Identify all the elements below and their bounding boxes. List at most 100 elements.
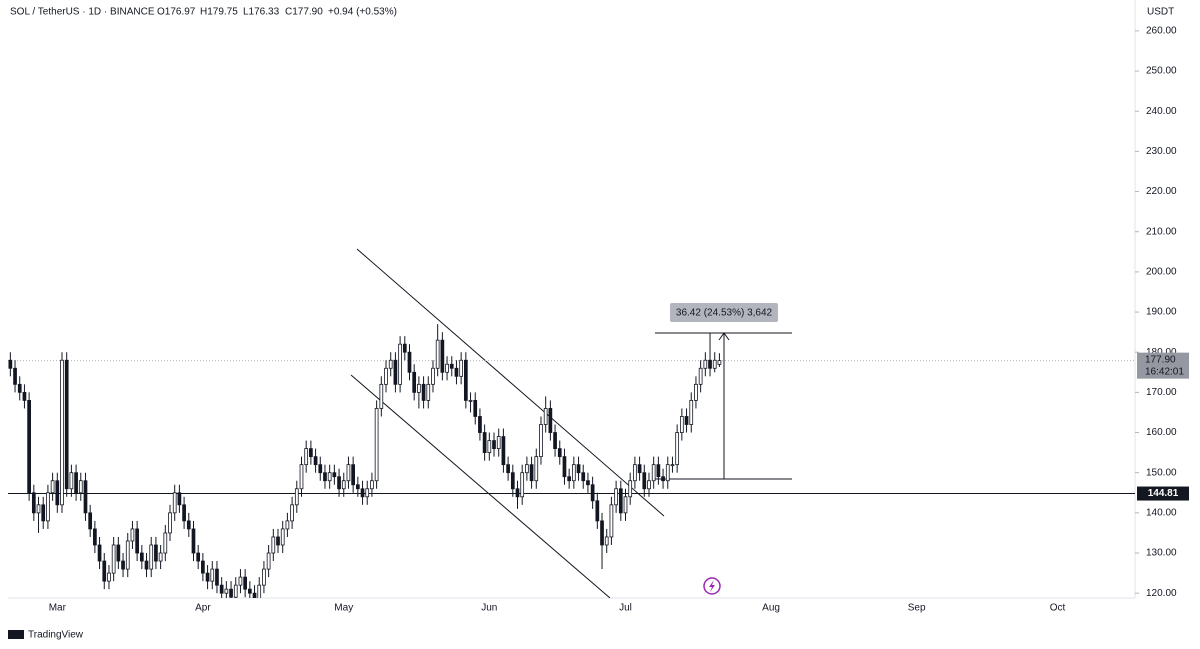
candle-body xyxy=(567,476,572,482)
candle-body xyxy=(41,504,46,522)
candle-body xyxy=(656,464,661,478)
candle-body xyxy=(8,359,13,369)
candle-body xyxy=(647,480,651,490)
candle-body xyxy=(417,383,421,393)
candle-body xyxy=(600,520,604,546)
candle-body xyxy=(83,480,88,514)
candle-body xyxy=(388,359,393,369)
level-label: 144.81 xyxy=(1148,488,1179,499)
candle-body xyxy=(712,359,717,369)
candle-body xyxy=(478,416,482,433)
candle-body xyxy=(55,480,60,506)
candle-body xyxy=(557,448,562,458)
candle-body xyxy=(604,536,609,546)
candle-body xyxy=(370,480,374,490)
candle-body xyxy=(384,367,388,385)
candle-body xyxy=(675,432,680,466)
candle-body xyxy=(309,448,313,458)
candle-body xyxy=(703,359,708,369)
x-tick-label: Jun xyxy=(481,603,497,614)
measure-box xyxy=(670,303,778,322)
channel-upper xyxy=(356,248,665,517)
candle-body xyxy=(571,464,576,482)
candle-body xyxy=(130,528,135,542)
candle-body xyxy=(172,492,177,514)
candle-body xyxy=(482,432,487,454)
candle-body xyxy=(365,488,370,498)
y-tick-label: 190.00 xyxy=(1146,307,1177,318)
candle-body xyxy=(121,560,125,570)
candle-body xyxy=(318,464,323,474)
candle-body xyxy=(445,363,449,373)
candle-body xyxy=(431,367,435,385)
y-tick-label: 170.00 xyxy=(1146,387,1177,398)
candle-body xyxy=(618,488,623,514)
candle-body xyxy=(313,456,318,466)
candle-body xyxy=(294,488,299,506)
candle-body xyxy=(252,592,257,598)
x-tick-label: May xyxy=(334,603,353,614)
x-tick-label: Mar xyxy=(49,603,67,614)
candle-body xyxy=(168,512,172,534)
candle-body xyxy=(205,572,210,582)
candle-body xyxy=(581,472,586,482)
candle-body xyxy=(271,536,276,554)
candle-body xyxy=(158,552,163,562)
y-tick-label: 210.00 xyxy=(1146,226,1177,237)
candle-body xyxy=(487,440,492,454)
candle-body xyxy=(135,528,139,554)
candle-body xyxy=(449,363,454,369)
measure-arrowhead xyxy=(718,332,730,341)
candle-body xyxy=(623,496,628,514)
candle-body xyxy=(379,383,384,409)
candle-body xyxy=(694,383,698,401)
change-label: +0.94 (+0.53%) xyxy=(328,7,397,18)
candle-body xyxy=(398,343,402,385)
candle-body xyxy=(69,472,74,490)
candle-body xyxy=(74,472,78,494)
candle-body xyxy=(201,560,205,574)
candle-body xyxy=(341,480,346,490)
candle-body xyxy=(210,568,215,582)
candle-body xyxy=(393,359,398,385)
candle-body xyxy=(102,560,107,582)
ohlc-close: C177.90 xyxy=(285,7,323,18)
candle-body xyxy=(374,408,379,482)
watermark: TradingView xyxy=(28,630,84,641)
last-price-label: 177.90 xyxy=(1145,354,1176,365)
y-tick-label: 250.00 xyxy=(1146,66,1177,77)
candle-body xyxy=(36,504,41,514)
last-price-box xyxy=(1137,352,1189,379)
candle-body xyxy=(435,339,440,369)
candle-body xyxy=(154,544,158,562)
candle-body xyxy=(548,408,553,433)
logo-icon xyxy=(8,630,24,639)
candle-body xyxy=(107,572,111,582)
candle-body xyxy=(64,359,69,490)
ohlc-high: H179.75 xyxy=(200,7,238,18)
candle-body xyxy=(285,520,290,530)
candle-body xyxy=(125,540,130,570)
candle-body xyxy=(468,400,473,402)
candle-body xyxy=(576,464,581,474)
candle-body xyxy=(586,480,590,486)
y-tick-label: 140.00 xyxy=(1146,507,1177,518)
y-tick-label: 200.00 xyxy=(1146,267,1177,278)
candle-body xyxy=(525,464,529,474)
candle-body xyxy=(149,544,154,570)
candle-body xyxy=(27,400,31,494)
level-label-box xyxy=(1137,486,1189,501)
candle-body xyxy=(229,588,233,598)
candle-body xyxy=(402,343,407,353)
y-tick-label: 160.00 xyxy=(1146,427,1177,438)
candle-body xyxy=(454,367,459,377)
ohlc-open: O176.97 xyxy=(157,7,196,18)
candle-body xyxy=(539,424,543,458)
candle-body xyxy=(238,576,243,586)
candle-body xyxy=(243,576,247,590)
currency-label: USDT xyxy=(1147,7,1174,18)
candle-body xyxy=(473,400,478,417)
candle-body xyxy=(515,488,520,498)
candle-body xyxy=(78,480,83,494)
